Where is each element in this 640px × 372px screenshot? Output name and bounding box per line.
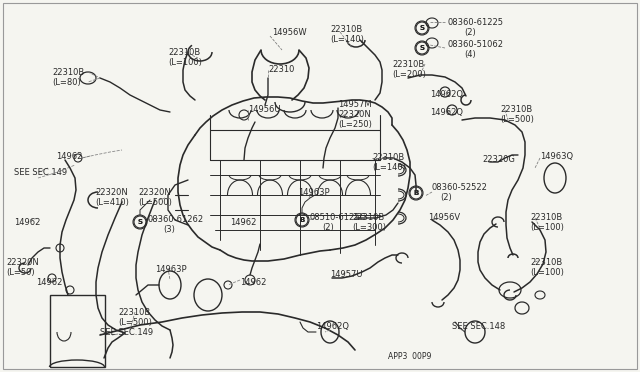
Text: 22310B
(L=100): 22310B (L=100): [530, 258, 564, 278]
Text: 22320G: 22320G: [482, 155, 515, 164]
Text: 22310B
(L=140): 22310B (L=140): [330, 25, 364, 44]
Text: S: S: [419, 45, 424, 51]
Text: 22310B
(L=200): 22310B (L=200): [392, 60, 426, 79]
Text: 08510-6125C: 08510-6125C: [310, 213, 366, 222]
Text: S: S: [419, 25, 424, 31]
Text: B: B: [413, 190, 419, 196]
Text: (4): (4): [464, 50, 476, 59]
Text: (2): (2): [464, 28, 476, 37]
Text: 14962: 14962: [240, 278, 266, 287]
Text: 22310B
(L=100): 22310B (L=100): [530, 213, 564, 232]
Text: 14956W: 14956W: [272, 28, 307, 37]
Text: 08360-51062: 08360-51062: [448, 40, 504, 49]
Text: 14963P: 14963P: [155, 265, 187, 274]
Text: 08360-61225: 08360-61225: [448, 18, 504, 27]
Text: 14962: 14962: [230, 218, 257, 227]
Text: 22310B
(L=80): 22310B (L=80): [52, 68, 84, 87]
Text: S: S: [138, 219, 143, 225]
Text: 22310B
(L=500): 22310B (L=500): [118, 308, 152, 327]
Text: SEE SEC.148: SEE SEC.148: [452, 322, 505, 331]
Text: SEE SEC.149: SEE SEC.149: [100, 328, 153, 337]
Text: 14962: 14962: [56, 152, 83, 161]
Text: S: S: [138, 219, 143, 225]
Bar: [50, 295, 105, 367]
Text: 14962: 14962: [14, 218, 40, 227]
Text: 22310B
(L=140): 22310B (L=140): [372, 153, 406, 172]
Text: 14957U: 14957U: [330, 270, 362, 279]
Text: B: B: [413, 190, 419, 196]
Text: S: S: [419, 45, 424, 51]
Text: 14962Q: 14962Q: [430, 90, 463, 99]
Text: (2): (2): [440, 193, 452, 202]
Text: 14963P: 14963P: [298, 188, 330, 197]
Text: B: B: [300, 217, 305, 223]
Text: 14962Q: 14962Q: [316, 322, 349, 331]
Text: APP3  00P9: APP3 00P9: [388, 352, 431, 361]
Text: (2): (2): [322, 223, 333, 232]
Text: S: S: [419, 25, 424, 31]
Text: 14962Q: 14962Q: [430, 108, 463, 117]
Text: 14963Q: 14963Q: [540, 152, 573, 161]
Text: 22320N
(L=500): 22320N (L=500): [138, 188, 172, 208]
Text: 08360-52522: 08360-52522: [432, 183, 488, 192]
Text: 22310B
(L=500): 22310B (L=500): [500, 105, 534, 124]
Text: 22320N
(L=410): 22320N (L=410): [95, 188, 129, 208]
Text: 22310B
(L=100): 22310B (L=100): [168, 48, 202, 67]
Text: 22310B
(L=300): 22310B (L=300): [352, 213, 386, 232]
Text: 22310: 22310: [268, 65, 294, 74]
Text: 22320N
(L=250): 22320N (L=250): [338, 110, 372, 129]
Text: (3): (3): [163, 225, 175, 234]
Text: 14956U: 14956U: [248, 105, 280, 114]
Text: 14957M: 14957M: [338, 100, 372, 109]
Text: B: B: [300, 217, 305, 223]
Text: 14956V: 14956V: [428, 213, 460, 222]
Text: 14962: 14962: [36, 278, 62, 287]
Text: 08360-61262: 08360-61262: [148, 215, 204, 224]
Text: SEE SEC.149: SEE SEC.149: [14, 168, 67, 177]
Text: 22320N
(L=50): 22320N (L=50): [6, 258, 39, 278]
